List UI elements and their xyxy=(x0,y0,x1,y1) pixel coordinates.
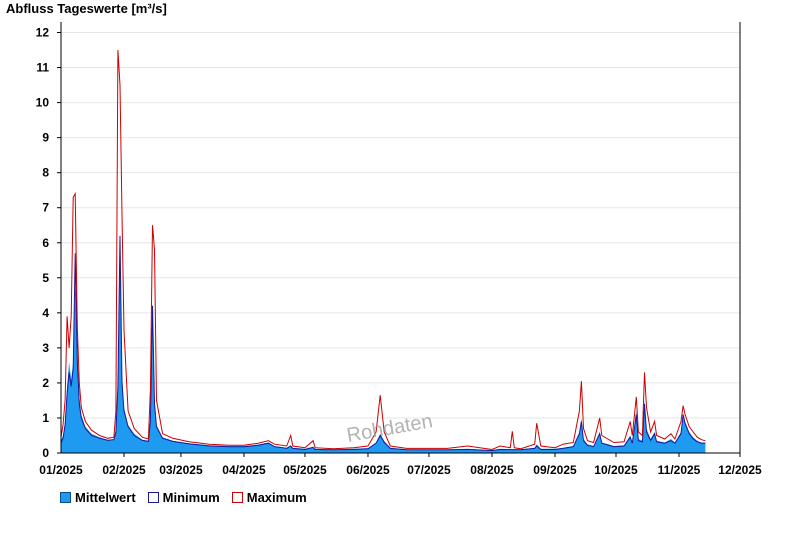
y-tick-label: 8 xyxy=(42,166,49,180)
y-tick-label: 5 xyxy=(42,271,49,285)
legend-label: Minimum xyxy=(162,490,220,505)
x-tick-label: 09/2025 xyxy=(533,463,577,477)
legend-item-mittelwert: Mittelwert xyxy=(60,490,136,505)
y-tick-label: 4 xyxy=(42,306,49,320)
watermark-text: Rohdaten xyxy=(345,410,434,447)
series-line-maximum xyxy=(60,49,706,451)
series-line-minimum xyxy=(60,235,706,452)
y-tick-label: 1 xyxy=(42,411,49,425)
y-tick-label: 6 xyxy=(42,236,49,250)
y-tick-label: 10 xyxy=(36,96,50,110)
chart-title: Abfluss Tageswerte [m³/s] xyxy=(6,1,167,16)
legend: Mittelwert Minimum Maximum xyxy=(60,490,307,505)
x-tick-label: 03/2025 xyxy=(159,463,203,477)
y-tick-label: 2 xyxy=(42,376,49,390)
legend-swatch xyxy=(60,492,71,503)
x-tick-label: 06/2025 xyxy=(346,463,390,477)
x-tick-label: 05/2025 xyxy=(283,463,327,477)
grid-layer xyxy=(61,32,740,419)
x-tick-label: 12/2025 xyxy=(718,463,762,477)
x-tick-label: 08/2025 xyxy=(470,463,514,477)
y-tick-label: 12 xyxy=(36,26,50,40)
x-tick-label: 11/2025 xyxy=(658,463,701,477)
series-layer xyxy=(60,49,706,453)
x-tick-label: 02/2025 xyxy=(102,463,146,477)
legend-item-maximum: Maximum xyxy=(231,490,307,505)
y-tick-label: 11 xyxy=(36,61,49,75)
x-tick-label: 01/2025 xyxy=(39,463,83,477)
axis-layer xyxy=(57,22,741,457)
x-tick-label: 07/2025 xyxy=(407,463,451,477)
legend-item-minimum: Minimum xyxy=(147,490,220,505)
y-tick-label: 7 xyxy=(42,201,49,215)
legend-swatch xyxy=(231,492,243,503)
x-tick-label: 10/2025 xyxy=(594,463,638,477)
legend-label: Mittelwert xyxy=(75,490,136,505)
legend-label: Maximum xyxy=(246,490,307,505)
series-area-mittelwert xyxy=(61,235,706,453)
x-tick-label: 04/2025 xyxy=(222,463,266,477)
y-tick-label: 0 xyxy=(42,446,49,460)
y-tick-label: 9 xyxy=(42,131,49,145)
y-tick-label: 3 xyxy=(42,341,49,355)
legend-swatch xyxy=(147,492,159,503)
